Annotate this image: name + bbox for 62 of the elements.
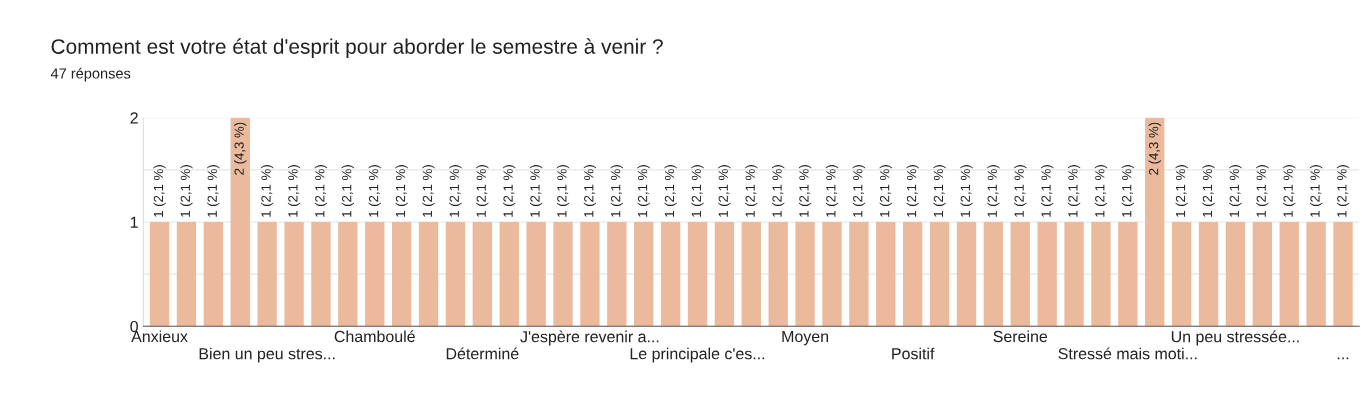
data-label: 1 (2,1 %) <box>1202 165 1215 217</box>
data-label: 1 (2,1 %) <box>610 165 623 217</box>
data-label: 1 (2,1 %) <box>1229 165 1242 217</box>
x-tick-label: ... <box>1337 357 1349 360</box>
y-tick-label: 1 <box>130 216 138 228</box>
data-label: 1 (2,1 %) <box>368 165 381 217</box>
x-tick-label: Déterminé <box>446 347 519 360</box>
data-label: 1 (2,1 %) <box>852 165 866 217</box>
data-label: 1 (2,1 %) <box>476 165 489 217</box>
data-label: 1 (2,1 %) <box>798 165 812 217</box>
data-label: 1 (2,1 %) <box>1175 165 1188 217</box>
data-label: 1 (2,1 %) <box>449 165 462 217</box>
data-label: 1 (2,1 %) <box>879 165 892 217</box>
data-label: 1 (2,1 %) <box>422 165 435 217</box>
data-label: 1 (2,1 %) <box>987 165 1000 217</box>
data-label: 1 (2,1 %) <box>1014 165 1027 217</box>
data-label: 1 (2,1 %) <box>906 165 919 217</box>
x-tick-label: Anxieux <box>131 330 188 343</box>
data-label: 1 (2,1 %) <box>691 165 704 217</box>
data-label: 1 (2,1 %) <box>314 165 328 217</box>
data-label: 1 (2,1 %) <box>583 165 597 217</box>
data-label: 1 (2,1 %) <box>1067 165 1081 217</box>
chart-title: Comment est votre état d'esprit pour aborder le semestre à venir ? <box>51 38 663 59</box>
data-label: 1 (2,1 %) <box>180 165 193 217</box>
data-label: 1 (2,1 %) <box>718 165 731 217</box>
data-label: 1 (2,1 %) <box>1283 165 1296 217</box>
x-tick-label: J'espère revenir a... <box>520 330 659 346</box>
data-label: 2 (4,3 %) <box>1148 122 1161 175</box>
x-tick-label: Bien un peu stres... <box>199 347 335 363</box>
data-label: 1 (2,1 %) <box>825 165 839 217</box>
data-label: 1 (2,1 %) <box>1041 165 1054 217</box>
data-label: 1 (2,1 %) <box>664 165 677 217</box>
data-label: 1 (2,1 %) <box>1094 165 1108 217</box>
data-label: 1 (2,1 %) <box>556 165 570 217</box>
data-label: 1 (2,1 %) <box>960 165 973 217</box>
x-tick-label: Stressé mais moti... <box>1058 347 1197 360</box>
data-label: 1 (2,1 %) <box>287 165 301 217</box>
x-tick-label: Un peu stressée... <box>1171 330 1299 346</box>
data-label: 1 (2,1 %) <box>503 165 516 217</box>
data-label: 1 (2,1 %) <box>933 165 946 217</box>
data-label: 1 (2,1 %) <box>745 165 758 217</box>
data-label: 2 (4,3 %) <box>234 122 247 175</box>
data-label: 1 (2,1 %) <box>529 165 543 217</box>
data-label: 1 (2,1 %) <box>772 165 785 217</box>
data-label: 1 (2,1 %) <box>637 165 650 217</box>
x-tick-label: Chamboulé <box>334 330 415 343</box>
x-tick-label: Moyen <box>782 331 829 346</box>
x-tick-label: Sereine <box>993 330 1048 343</box>
data-label: 1 (2,1 %) <box>1309 165 1323 217</box>
y-tick-label: 2 <box>130 112 138 124</box>
data-label: 1 (2,1 %) <box>341 165 354 217</box>
data-label: 1 (2,1 %) <box>395 165 408 217</box>
data-label: 1 (2,1 %) <box>1336 165 1350 217</box>
data-label: 1 (2,1 %) <box>1121 165 1134 217</box>
data-label: 1 (2,1 %) <box>207 165 220 217</box>
y-tick-label: 0 <box>130 320 138 333</box>
data-label: 1 (2,1 %) <box>153 165 166 217</box>
data-label: 1 (2,1 %) <box>1256 165 1269 217</box>
chart-subtitle: 47 réponses <box>50 67 131 82</box>
data-label: 1 (2,1 %) <box>261 165 274 217</box>
x-tick-label: Positif <box>892 347 935 360</box>
x-tick-label: Le principale c'es... <box>630 347 765 363</box>
